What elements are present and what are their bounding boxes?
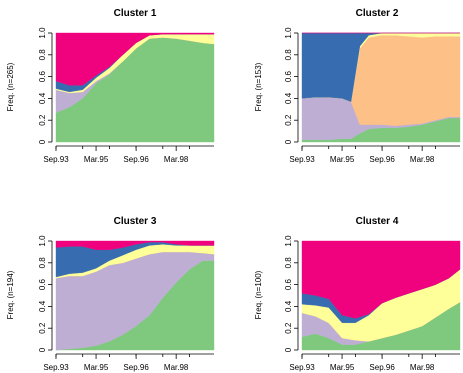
x-tick-label: Sep.96 [123,363,149,372]
x-tick-label: Sep.96 [369,363,395,372]
x-tick-label: Sep.93 [43,363,69,372]
x-tick-label: Sep.93 [289,363,315,372]
y-tick-label: 0.4 [38,300,47,312]
x-tick-label: Sep.96 [369,155,395,164]
x-tick-label: Sep.93 [43,155,69,164]
y-tick-label: 0 [284,139,293,144]
panel-title: Cluster 4 [356,216,399,227]
y-tick-label: 0.2 [38,322,47,334]
y-tick-label: 0.4 [38,92,47,104]
y-tick-label: 0 [38,347,47,352]
y-tick-label: 1.0 [38,235,47,247]
x-tick-label: Mar.98 [164,155,189,164]
x-tick-label: Mar.98 [410,155,435,164]
y-tick-label: 0.2 [38,114,47,126]
y-tick-label: 0.6 [38,70,47,82]
x-tick-label: Sep.96 [123,155,149,164]
panel-cluster-2: Cluster 2 Freq. (n=153) 0 0.2 0.4 0.6 0.8 1.0… [254,8,461,164]
x-tick-label: Mar.98 [164,363,189,372]
panel-title: Cluster 3 [114,216,157,227]
y-axis-label: Freq. (n=194) [6,270,15,319]
plot-area: 0 0.2 0.4 0.6 0.8 1.0 Sep.93 Mar.95 Sep.96 Mar.98 [284,27,461,164]
x-tick-label: Mar.98 [410,363,435,372]
panel-cluster-3: Cluster 3 Freq. (n=194) 0 0.2 0.4 0.6 0.8 1.0… [6,216,215,372]
y-tick-label: 0.6 [284,70,293,82]
plot-area: 0 0.2 0.4 0.6 0.8 1.0 Sep.93 Mar.95 Sep.96 Mar.98 [38,235,215,372]
y-axis-label: Freq. (n=100) [254,270,263,319]
x-tick-label: Mar.95 [330,155,355,164]
panel-title: Cluster 1 [114,8,157,19]
y-tick-label: 0 [38,139,47,144]
y-tick-label: 0.2 [284,114,293,126]
y-tick-label: 0.6 [284,278,293,290]
plot-area: 0 0.2 0.4 0.6 0.8 1.0 Sep.93 Mar.95 Sep.96 Mar.98 [284,235,461,372]
y-tick-label: 1.0 [284,27,293,39]
panel-cluster-4: Cluster 4 Freq. (n=100) 0 0.2 0.4 0.6 0.8 1.0… [254,216,461,372]
y-tick-label: 0.8 [284,49,293,61]
y-tick-label: 0.8 [284,257,293,269]
x-tick-label: Mar.95 [330,363,355,372]
y-tick-label: 1.0 [38,27,47,39]
y-tick-label: 0.6 [38,278,47,290]
panel-cluster-1: Cluster 1 Freq. (n=265) 0 0.2 0.4 0.6 0.8 1.0… [6,8,215,164]
x-tick-label: Sep.93 [289,155,315,164]
y-tick-label: 0.8 [38,49,47,61]
x-tick-label: Mar.95 [84,363,109,372]
panel-title: Cluster 2 [356,8,399,19]
y-axis-label: Freq. (n=153) [254,62,263,111]
stacked-area-series-5 [301,240,461,319]
y-tick-label: 0.4 [284,300,293,312]
y-tick-label: 1.0 [284,235,293,247]
y-tick-label: 0 [284,347,293,352]
y-tick-label: 0.2 [284,322,293,334]
stacked-area-series-5 [55,32,215,86]
y-tick-label: 0.4 [284,92,293,104]
x-tick-label: Mar.95 [84,155,109,164]
y-axis-label: Freq. (n=265) [6,62,15,111]
stacked-area-series-5 [55,240,215,250]
plot-area: 0 0.2 0.4 0.6 0.8 1.0 Sep.93 Mar.95 Sep.96 Mar.98 [38,27,215,164]
y-tick-label: 0.8 [38,257,47,269]
